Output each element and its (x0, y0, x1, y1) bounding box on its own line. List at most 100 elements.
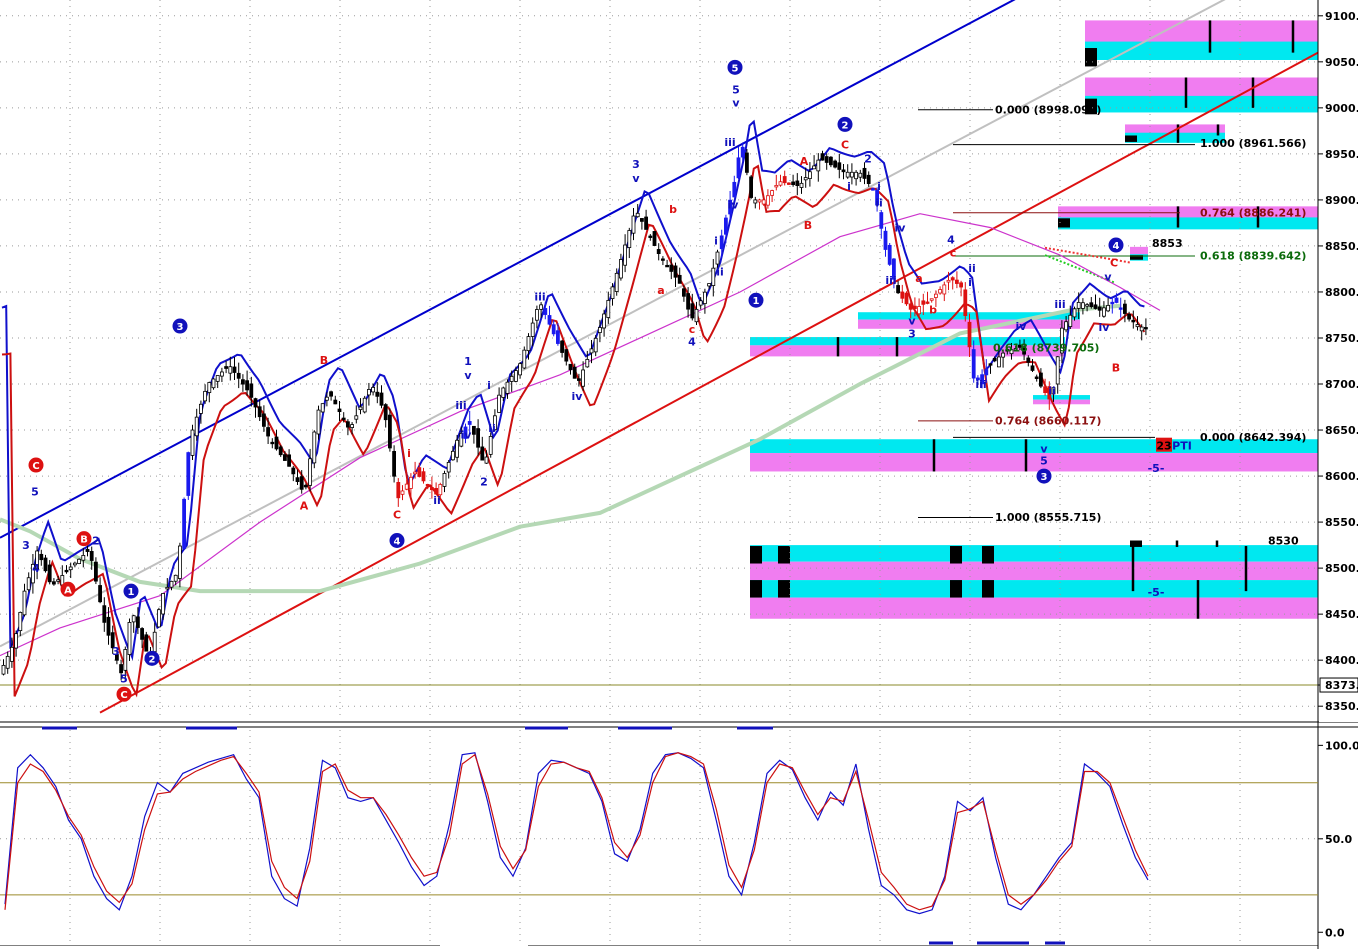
candle-body (110, 632, 115, 649)
candle-body (535, 309, 539, 321)
candle-body (892, 258, 896, 280)
zone-band (1130, 246, 1148, 256)
candle-body (446, 461, 451, 473)
fib-level-label: 0.000 (8642.394) (1200, 431, 1306, 444)
price-tick-label: 8850. (1325, 240, 1358, 253)
candle-body (879, 212, 884, 229)
candle-body (383, 404, 388, 421)
candle-body (568, 363, 573, 371)
zone-marker (778, 546, 790, 564)
wave-label: i (714, 234, 718, 247)
candle-body (929, 298, 934, 301)
fib-level-label: 0.618 (8839.642) (1200, 249, 1306, 262)
candle-body (707, 283, 711, 287)
candle-body (232, 366, 237, 373)
candle-body (278, 446, 283, 456)
candle-body (1047, 386, 1052, 400)
wave-label: 1 (464, 355, 472, 368)
wave-label: 5 (120, 673, 128, 686)
wave-label: 2 (92, 535, 100, 548)
candle-body (228, 366, 233, 374)
candle-body (94, 561, 98, 582)
candle-body (492, 415, 497, 431)
candle-body (140, 628, 145, 640)
envelope-upper-line (1, 119, 1145, 661)
candle-body (799, 182, 804, 188)
wave-label: ii (716, 266, 724, 279)
candle-body (476, 428, 481, 448)
price-tick-label: 8373. (1325, 679, 1358, 692)
candle-body (883, 230, 888, 250)
zone-marker (750, 546, 762, 564)
candle-body (585, 359, 590, 368)
price-tick-label: 8700. (1325, 378, 1358, 391)
wave-label: B (320, 354, 328, 367)
wave-circle-marker (172, 318, 188, 334)
candle-body (333, 399, 338, 405)
candle-body (257, 406, 262, 418)
wave-label: ii (488, 422, 496, 435)
candle-body (85, 548, 90, 552)
candle-body (102, 605, 107, 623)
wave-label: v (1040, 442, 1048, 455)
zone-band (750, 561, 1318, 581)
candle-body (320, 403, 325, 413)
current-price-box (1319, 677, 1358, 693)
candle-body (1139, 326, 1144, 332)
candle-body (329, 391, 334, 397)
candle-body (30, 563, 35, 584)
candle-body (682, 288, 686, 297)
candle-body (589, 348, 594, 354)
candle-body (400, 490, 405, 495)
wave-label: C (393, 509, 401, 522)
candle-body (501, 387, 506, 398)
candle-body (236, 372, 241, 379)
candle-body (190, 429, 195, 456)
price-tick-label: 9100. (1325, 10, 1358, 23)
candle-body (123, 649, 128, 671)
candle-body (144, 634, 149, 652)
wave-circle-marker (116, 686, 132, 702)
zone-band (1085, 41, 1318, 60)
candle-body (887, 244, 892, 265)
candle-body (837, 162, 842, 170)
candle-body (345, 421, 350, 428)
candle-body (35, 550, 39, 570)
trend-channel (0, 0, 1318, 714)
alert-badge (1156, 437, 1172, 452)
candle-body (875, 189, 879, 206)
candle-body (896, 285, 900, 294)
wave-label: -5- (1148, 462, 1165, 475)
candle-body (934, 293, 938, 298)
candle-body (530, 322, 535, 337)
candle-body (1034, 376, 1039, 379)
candle-body (408, 476, 413, 489)
price-tick-label: 8650. (1325, 424, 1358, 437)
candle-body (240, 379, 245, 385)
wave-label: ii (1048, 384, 1056, 397)
candle-body (1093, 304, 1098, 309)
zone-band (750, 545, 1318, 562)
oscillator-axis: 100.0 50.0 0.0 (1318, 739, 1358, 939)
wave-circle-label: 3 (177, 322, 184, 333)
wave-circle-marker (144, 650, 160, 666)
candle-body (866, 174, 871, 184)
main-plot-area: 0.000 (8998.097) 1.000 (8961.566) 0.764 (8… (0, 0, 1318, 720)
zone-band (750, 337, 1065, 346)
wave-label: A (300, 500, 309, 513)
candle-body (295, 477, 300, 482)
candle-body (543, 308, 548, 315)
wave-label: iv (461, 429, 473, 442)
fib-level-label: 0.618 (8739.705) (993, 341, 1099, 354)
wave-circle-marker (748, 292, 764, 308)
candle-body (526, 336, 531, 352)
candle-body (539, 304, 543, 310)
wave-label: iv (1099, 321, 1111, 334)
candle-body (18, 611, 23, 632)
wave-label: ii (968, 262, 976, 275)
candle-body (68, 566, 73, 571)
candle-body (484, 456, 489, 464)
zone-band (750, 453, 1318, 472)
candle-body (131, 615, 136, 623)
